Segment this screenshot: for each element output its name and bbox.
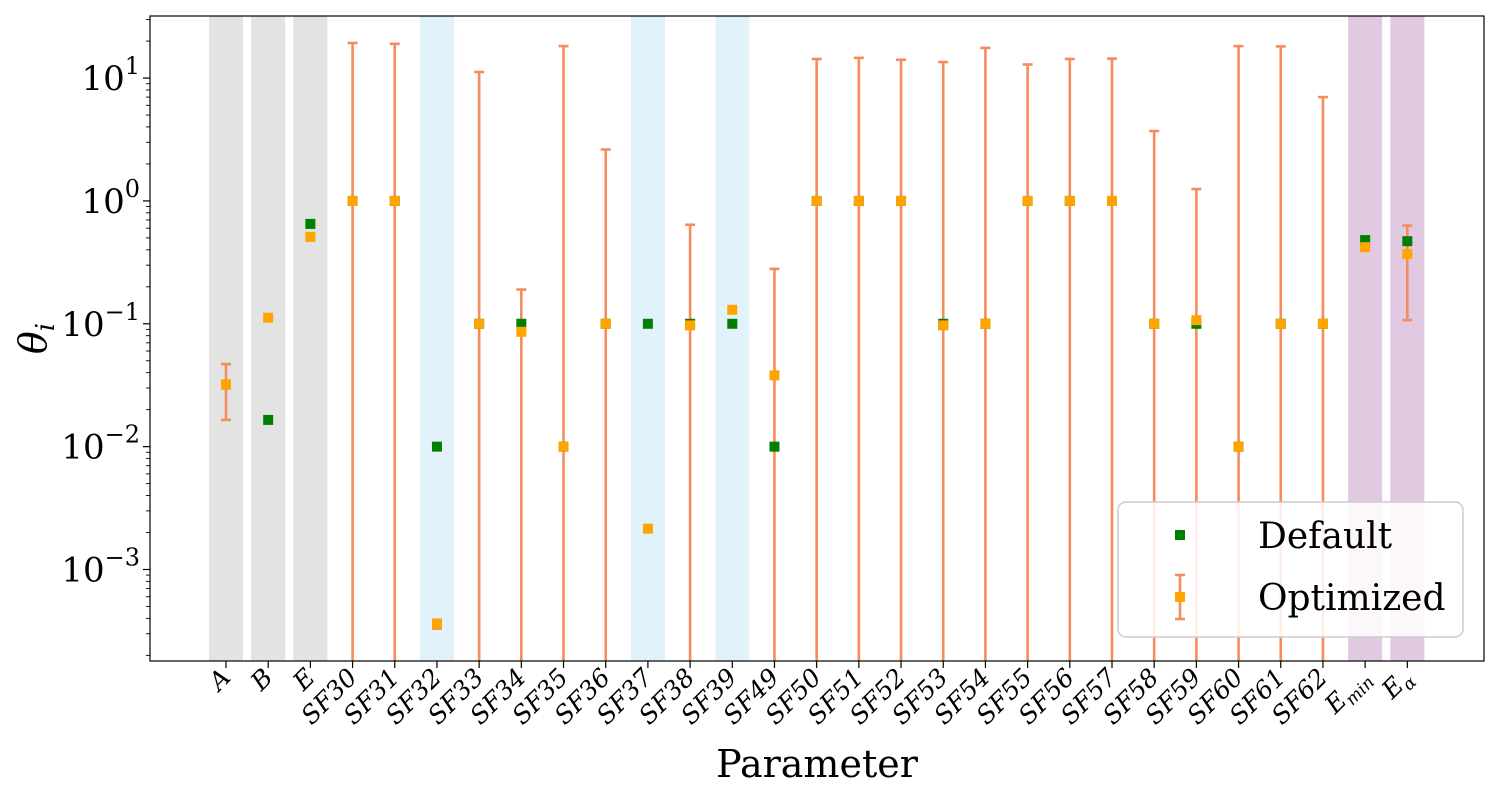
error-bar — [474, 70, 485, 661]
optimized-point — [1064, 195, 1075, 206]
legend: Default Optimized — [1117, 501, 1464, 638]
y-tick-label: 10−1 — [61, 298, 140, 345]
optimized-point — [431, 619, 442, 630]
optimized-point — [1149, 318, 1160, 329]
error-bar — [516, 288, 527, 661]
y-tick-label: 10−3 — [61, 544, 140, 591]
legend-entry-default: Default — [1175, 516, 1393, 557]
error-bar — [600, 148, 611, 661]
optimized-point — [769, 370, 780, 381]
legend-label-optimized: Optimized — [1258, 578, 1446, 619]
default-point — [263, 414, 274, 425]
optimized-point — [1106, 195, 1117, 206]
error-bar — [938, 60, 949, 661]
legend-box — [1117, 501, 1464, 638]
y-axis: 10−3 10−2 10−1 100 101 — [61, 18, 150, 656]
default-point — [516, 318, 527, 329]
legend-label-default: Default — [1258, 516, 1393, 557]
y-tick-label: 101 — [81, 52, 140, 99]
legend-marker-optimized — [1175, 592, 1185, 602]
optimized-point — [1233, 441, 1244, 452]
highlight-band — [293, 16, 328, 661]
optimized-point — [853, 195, 864, 206]
error-bar — [1022, 63, 1033, 661]
optimized-point — [263, 312, 274, 323]
y-tick-label: 10−2 — [61, 421, 140, 468]
optimized-point — [1191, 315, 1202, 326]
x-axis-title: Parameter — [716, 742, 919, 786]
y-axis-title: θi — [11, 323, 61, 354]
error-bar — [1106, 57, 1117, 661]
error-bar — [980, 46, 991, 661]
error-bar — [685, 223, 696, 661]
x-tick-label: Eα — [1375, 662, 1421, 708]
legend-marker-default — [1175, 530, 1185, 540]
error-bar — [853, 56, 864, 661]
error-bar — [1064, 57, 1075, 661]
optimized-point — [516, 326, 527, 337]
highlight-band — [630, 16, 665, 661]
x-tick-label: B — [244, 663, 278, 697]
optimized-point — [389, 195, 400, 206]
optimized-point — [896, 195, 907, 206]
default-point — [1402, 236, 1413, 247]
optimized-point — [558, 441, 569, 452]
optimized-point — [811, 195, 822, 206]
highlight-band — [715, 16, 750, 661]
optimized-point — [938, 320, 949, 331]
highlight-band — [209, 16, 243, 661]
optimized-point — [305, 231, 316, 242]
error-bar — [769, 267, 780, 661]
error-bars — [221, 41, 1413, 661]
y-tick-label: 100 — [81, 175, 140, 222]
optimized-point — [727, 304, 738, 315]
x-axis: A B ESF30SF31SF32SF33SF34SF35SF36SF37SF38S… — [202, 661, 1421, 730]
x-tick-label: A — [202, 663, 237, 698]
x-tick-label: Emin — [1318, 663, 1379, 724]
optimized-point — [347, 195, 358, 206]
highlight-band — [251, 16, 286, 661]
legend-entry-optimized: Optimized — [1175, 573, 1446, 621]
error-bar — [347, 41, 358, 661]
error-bar — [896, 58, 907, 661]
optimized-point — [221, 379, 231, 390]
optimized-point — [685, 320, 696, 331]
data-markers — [221, 195, 1413, 630]
default-point — [727, 318, 738, 329]
optimized-point — [600, 318, 611, 329]
optimized-point — [474, 318, 485, 329]
optimized-point — [1317, 318, 1328, 329]
error-bar — [558, 44, 569, 661]
error-bar — [389, 42, 400, 661]
default-point — [431, 441, 442, 452]
default-point — [1360, 235, 1371, 246]
error-bar — [221, 362, 231, 422]
error-bar — [811, 57, 822, 661]
optimized-point — [1022, 195, 1033, 206]
optimized-point — [1360, 242, 1371, 253]
optimized-point — [1275, 318, 1286, 329]
default-point — [769, 441, 780, 452]
highlight-band — [419, 16, 454, 661]
default-point — [305, 218, 316, 229]
optimized-point — [642, 523, 653, 534]
optimized-point — [980, 318, 991, 329]
optimized-point — [1402, 248, 1413, 259]
default-point — [642, 318, 653, 329]
